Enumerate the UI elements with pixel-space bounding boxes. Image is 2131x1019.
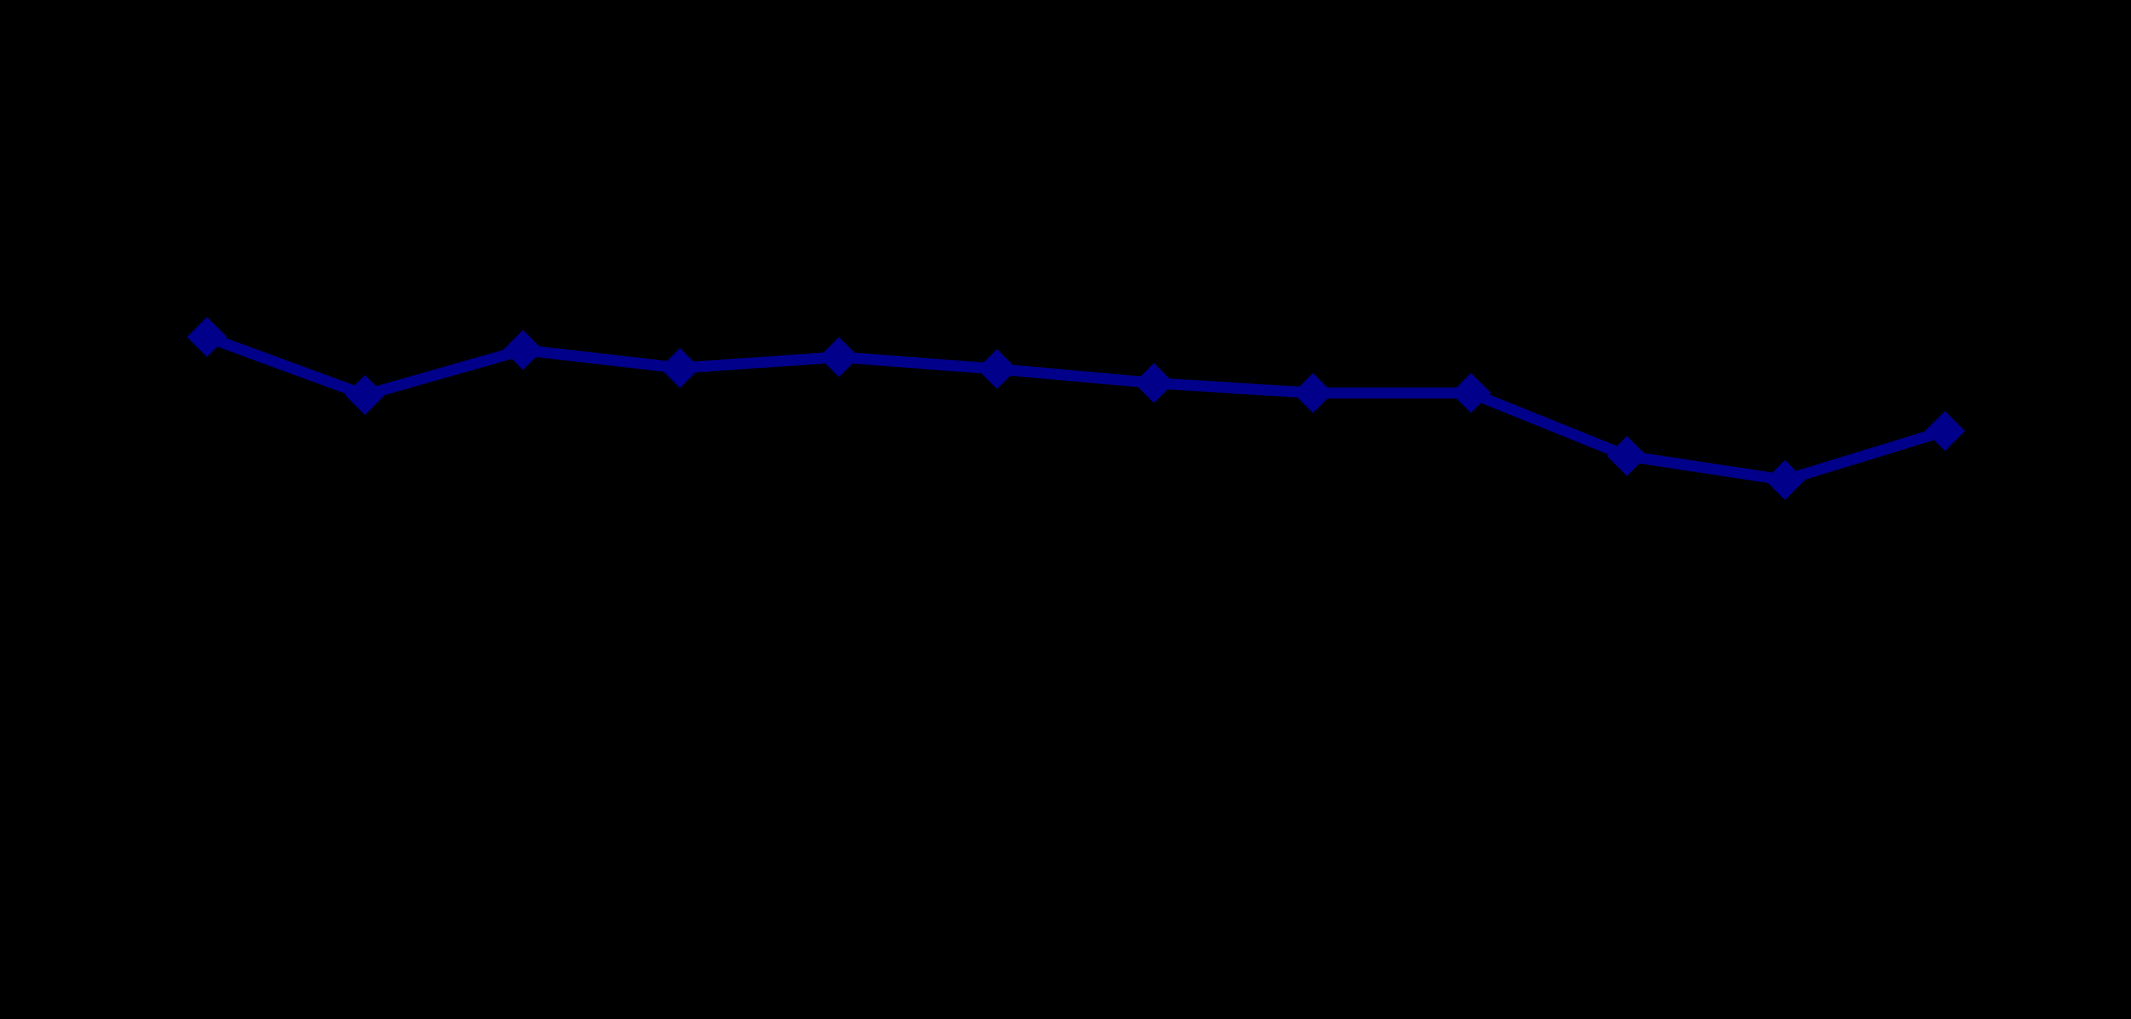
chart-line <box>201 331 1951 486</box>
chart-marker <box>345 375 385 415</box>
chart-marker <box>1134 363 1174 403</box>
chart-marker <box>660 348 700 388</box>
chart-markers <box>187 317 1965 500</box>
chart-marker <box>503 330 543 370</box>
chart-marker <box>1925 411 1965 451</box>
chart-marker <box>187 317 227 357</box>
chart-marker <box>977 349 1017 389</box>
chart-marker <box>1607 436 1647 476</box>
chart-marker <box>1451 373 1491 413</box>
chart-marker <box>1765 460 1805 500</box>
chart-marker <box>1293 373 1333 413</box>
chart-marker <box>819 337 859 377</box>
